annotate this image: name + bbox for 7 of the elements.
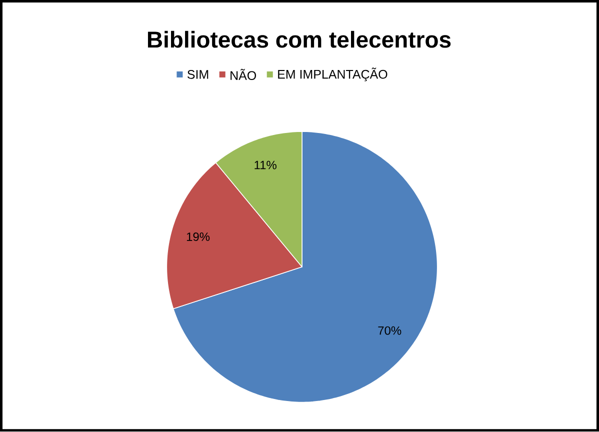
legend-label: NÃO bbox=[230, 69, 256, 80]
data-label: 19% bbox=[186, 232, 210, 242]
legend-label: EM IMPLANTAÇÃO bbox=[278, 68, 388, 82]
legend-label: SIM bbox=[187, 70, 208, 80]
data-label: 11% bbox=[254, 161, 276, 170]
chart-title: Bibliotecas com telecentros bbox=[148, 31, 451, 48]
data-label: 70% bbox=[378, 326, 402, 335]
